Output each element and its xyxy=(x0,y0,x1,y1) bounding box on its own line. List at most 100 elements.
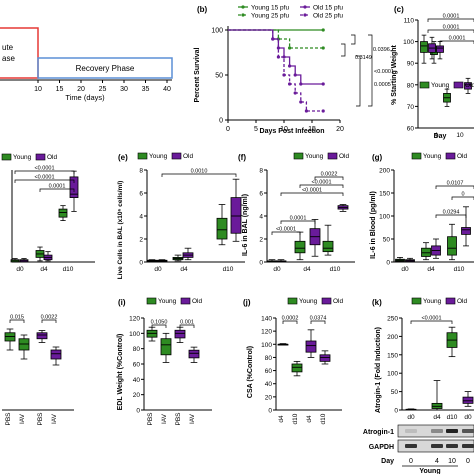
x-tick-label: PBS xyxy=(5,412,12,426)
box xyxy=(421,247,431,257)
y-tick-label: 60 xyxy=(133,362,141,369)
pvalue-label: <0.0001 xyxy=(302,188,322,194)
panel-b-xtick-label: 10 xyxy=(280,126,288,133)
panel-f-letter: (f) xyxy=(238,153,246,162)
legend-label: Old 15 pfu xyxy=(313,5,343,12)
pvalue-label: <0.0001 xyxy=(276,227,296,233)
y-tick-label: 150 xyxy=(387,352,398,359)
y-tick-label: 8 xyxy=(139,168,143,175)
y-tick-label: 20 xyxy=(133,392,141,399)
pvalue-bracket xyxy=(356,55,361,107)
panel-b-ytick-label: 50 xyxy=(215,73,223,80)
panel-b-letter: (b) xyxy=(197,5,208,14)
y-tick-label: 2 xyxy=(259,237,263,244)
survival-point xyxy=(288,46,292,50)
panel-g: (g) IL-6 in Blood (pg/ml) 0 50 100 150 200 d0… xyxy=(370,152,474,273)
pvalue-bracket xyxy=(351,34,356,45)
box xyxy=(305,340,317,353)
legend-marker xyxy=(303,5,307,9)
x-tick-label: d4 xyxy=(427,266,435,273)
panel-g-ylabel: IL-6 in Blood (pg/ml) xyxy=(370,191,377,259)
legend-old-swatch xyxy=(180,297,191,305)
panel-c-letter: (c) xyxy=(394,5,404,14)
legend-young-label: Young xyxy=(423,153,442,160)
blot-band-gapdh xyxy=(405,444,417,448)
acute-label-2: ase xyxy=(2,54,15,63)
legend-old-label: Old xyxy=(457,298,468,305)
y-tick-label: 4 xyxy=(259,214,263,221)
box xyxy=(322,240,334,253)
legend-marker xyxy=(241,5,245,9)
legend-young-swatch xyxy=(293,152,304,160)
y-tick-label: 50 xyxy=(391,389,399,396)
pvalue-label: 0.001 xyxy=(180,320,194,326)
survival-point xyxy=(321,82,325,86)
legend-marker xyxy=(241,13,245,17)
pvalue-label: 0.015 xyxy=(10,315,24,321)
pvalue-bracket xyxy=(179,324,195,328)
survival-point xyxy=(321,28,325,32)
timeline-tick-label: 40 xyxy=(163,86,171,93)
y-tick-label: 60 xyxy=(407,126,415,133)
legend-label: Young 15 pfu xyxy=(251,5,289,12)
recovery-phase-box xyxy=(37,57,173,79)
blot-label-atrogin: Atrogin-1 xyxy=(363,429,394,436)
panel-i-ylabel: EDL Weight (%Control) xyxy=(117,334,124,411)
pvalue-bracket xyxy=(435,185,474,189)
panel-c-xlabel: Day xyxy=(434,133,447,140)
box xyxy=(447,236,457,256)
y-tick-label: 100 xyxy=(403,39,414,46)
blot-band-atrogin xyxy=(431,429,443,433)
box xyxy=(58,208,68,218)
y-tick-label: 110 xyxy=(404,18,415,25)
pvalue-label: 0.0001 xyxy=(443,25,460,31)
y-tick-label: 8 xyxy=(259,168,263,175)
y-tick-label: 40 xyxy=(133,377,141,384)
x-tick-label: d0 xyxy=(464,414,472,421)
recovery-label: Recovery Phase xyxy=(76,64,135,73)
pvalue-bracket xyxy=(410,320,453,324)
timeline-tick-label: 10 xyxy=(34,86,42,93)
x-tick-label: d4 xyxy=(306,415,313,423)
y-tick-label: 150 xyxy=(379,191,390,198)
legend-old-swatch xyxy=(171,152,182,160)
pvalue-bracket xyxy=(310,320,326,324)
legend-young-swatch xyxy=(287,297,298,305)
panel-b-xtick-label: 15 xyxy=(308,126,316,133)
y-tick-label: 200 xyxy=(379,168,390,175)
legend-old-label: Old xyxy=(333,298,344,305)
box xyxy=(436,45,444,53)
pvalue-bracket xyxy=(280,192,344,196)
pvalue-bracket xyxy=(280,220,316,224)
y-tick-label: 6 xyxy=(259,191,263,198)
survival-point xyxy=(304,109,308,113)
y-tick-label: 100 xyxy=(379,214,390,221)
y-tick-label: 100 xyxy=(387,371,398,378)
x-tick-label: d10 xyxy=(292,413,299,424)
pvalue-label: 0.0010 xyxy=(191,169,208,175)
pvalue-bracket xyxy=(14,179,75,183)
y-tick-label: 50 xyxy=(383,237,391,244)
survival-point xyxy=(276,46,280,50)
panel-d: d0 d4 d10 Young Old <0.0001 <0.0001 0.0001 xyxy=(1,153,95,273)
y-tick-label: 0 xyxy=(259,260,263,267)
pvalue-bracket xyxy=(271,231,301,235)
pvalue-bracket xyxy=(9,319,25,323)
panel-b-xtick-label: 0 xyxy=(226,126,230,133)
panel-e-ylabel: Live Cells in BAL (x10⁶ cells/ml) xyxy=(117,181,124,280)
y-tick-label: 0 xyxy=(268,408,272,415)
legend-young-swatch xyxy=(419,81,430,89)
pvalue-label: 0 xyxy=(461,192,464,198)
y-tick-label: 70 xyxy=(407,104,415,111)
x-tick-label: d0 xyxy=(407,414,415,421)
timeline-tick-label: 15 xyxy=(56,86,64,93)
pvalue-label: <0.0001 xyxy=(311,180,331,186)
pvalue-bracket xyxy=(427,29,474,33)
panel-k-letter: (k) xyxy=(372,298,382,307)
pvalue-bracket xyxy=(282,320,298,324)
survival-point xyxy=(321,109,325,113)
pvalue-label: <0.0001 xyxy=(421,316,441,322)
panel-f: (f) IL-6 in BAL (ng/ml) 0 2 4 6 8 d0 d4 d10 Youn… xyxy=(238,152,355,273)
panel-b-ytick-label: 0 xyxy=(219,118,223,125)
